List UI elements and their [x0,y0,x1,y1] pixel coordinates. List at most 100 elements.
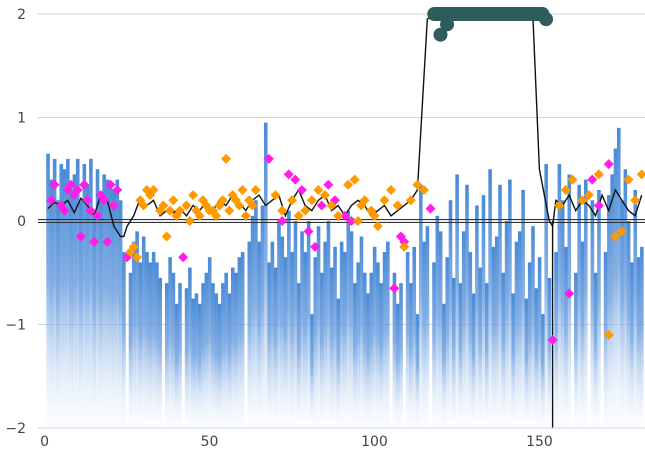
magenta-point [79,179,90,190]
area-bar [613,148,618,429]
area-bar [214,293,219,428]
orange-point [131,252,142,263]
area-bar [435,215,440,428]
area-bar [494,236,499,428]
magenta-point [263,153,274,164]
area-bar [580,241,585,428]
magenta-point [296,184,307,195]
area-bar [300,231,304,428]
area-bar [89,158,93,428]
area-bar [616,127,621,428]
magenta-point [112,184,123,195]
orange-point [352,216,363,226]
area-bar [79,200,83,428]
magenta-point [587,174,598,185]
band-series [427,7,550,21]
area-bar [108,184,113,428]
area-bar [165,283,169,428]
area-bar [283,257,288,428]
area-bar [59,164,64,428]
magenta-point [277,216,288,226]
area-bar [405,252,410,428]
area-bar [465,184,469,428]
magenta-point [65,179,76,190]
y-tick-label: −1 [5,318,26,334]
orange-point [379,195,390,206]
area-bar [75,158,80,428]
area-bar [597,189,601,428]
orange-point [320,190,331,201]
line-path [47,13,643,238]
y-tick-label: −2 [5,421,26,437]
area-bar [303,252,308,428]
orange-point [277,205,288,216]
area-bar [102,174,106,428]
orange-point [221,153,232,164]
area-bar [52,158,57,428]
area-bar [475,205,479,428]
orange-point [385,184,396,195]
area-bar [184,288,189,428]
orange-point [405,195,416,206]
magenta-point [102,236,113,247]
area-bar [577,184,581,428]
magenta-point [290,174,301,185]
orange-point [270,190,281,201]
orange-point [412,179,423,190]
orange-point [148,184,159,195]
zero-line [38,219,645,223]
orange-point [636,169,645,180]
area-bar [112,189,116,428]
area-bar [85,184,90,428]
area-bar [135,231,139,428]
area-bar [263,122,268,429]
area-bar [564,246,568,428]
area-bar [310,314,314,428]
area-bar [369,272,374,428]
area-bar [201,283,205,428]
area-bar [501,272,506,428]
area-bar [313,257,318,428]
orange-point [359,195,370,206]
axes: −2 −1 0 1 2 0 50 100 150 [5,7,645,450]
area-bar [211,283,215,428]
area-bar [620,200,624,428]
area-bar [537,257,542,428]
orange-point [158,200,169,211]
area-bar [504,221,509,428]
orange-point [554,200,565,211]
area-bar [247,241,252,428]
magenta-point [85,205,96,216]
magenta-point [72,184,83,195]
area-bar [527,262,532,428]
area-bar [392,272,397,428]
orange-point [372,221,383,232]
area-bar [531,226,535,428]
area-bar [270,241,275,428]
area-bar [217,303,222,428]
magenta-point [89,236,100,247]
area-bar [49,179,54,428]
area-bar [461,231,466,428]
magenta-point [425,203,436,214]
scatter-series [46,12,645,346]
area-bar [560,200,565,428]
orange-point [287,195,298,206]
area-bar [138,262,143,428]
area-bar [362,272,367,428]
area-bar [145,252,149,428]
orange-point [211,210,222,221]
orange-point [610,231,621,242]
orange-point [217,195,228,206]
area-bar [636,257,641,428]
area-bar [174,303,179,428]
orange-point [164,205,175,216]
area-bar [128,272,133,428]
area-bar [240,252,245,428]
area-bar [227,293,232,428]
orange-point [399,241,410,252]
orange-point [392,200,403,211]
area-bar [82,164,87,428]
orange-point [418,184,429,195]
x-tick-label: 100 [361,434,388,450]
